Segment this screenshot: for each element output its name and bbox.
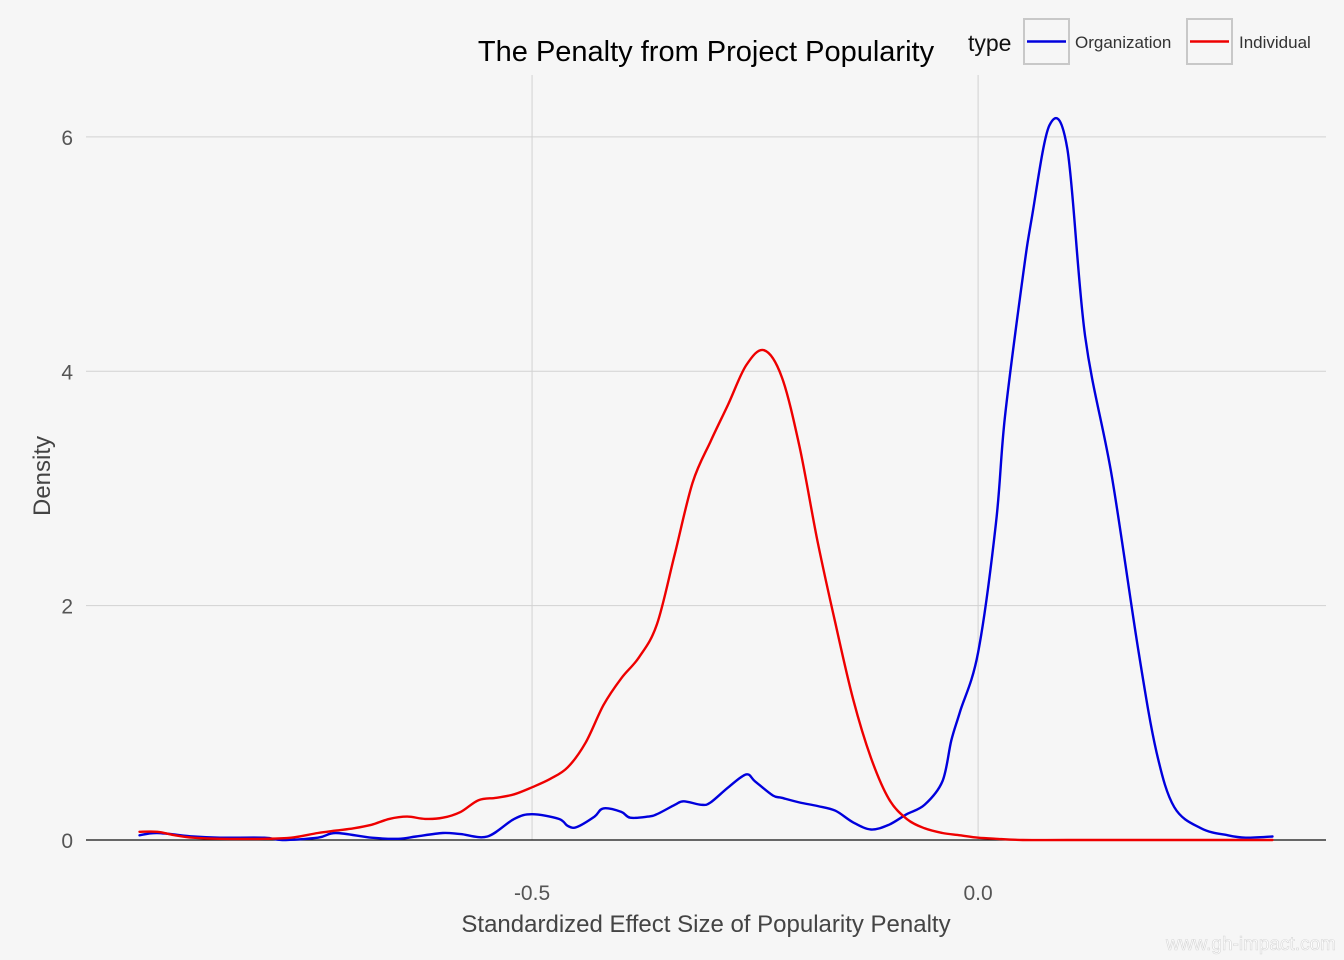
watermark: www.gh-impact.com [1165, 934, 1336, 955]
y-tick-label: 6 [61, 127, 73, 150]
legend-item-organization: Organization [1023, 18, 1171, 65]
series-line-organization [138, 116, 1274, 842]
legend: type Organization Individual [968, 18, 1311, 65]
y-tick-label: 0 [61, 830, 73, 853]
series-layer [138, 116, 1274, 842]
legend-label-organization: Organization [1075, 33, 1171, 52]
x-axis-title: Standardized Effect Size of Popularity P… [461, 911, 950, 938]
horizontal-gridlines [86, 136, 1326, 607]
vertical-gridlines [531, 75, 979, 840]
x-tick-label: -0.5 [514, 882, 550, 905]
legend-item-individual: Individual [1186, 18, 1311, 65]
y-tick-label: 2 [61, 596, 73, 619]
y-tick-labels: 0 2 4 6 [61, 127, 73, 853]
series-line-individual [138, 348, 1274, 842]
legend-label-individual: Individual [1239, 33, 1311, 52]
y-axis-title: Density [29, 436, 56, 516]
chart-title: The Penalty from Project Popularity [478, 36, 935, 68]
x-tick-label: 0.0 [963, 882, 992, 905]
y-tick-label: 4 [61, 361, 73, 384]
x-tick-labels: -0.5 0.0 [514, 882, 993, 905]
legend-title: type [968, 30, 1011, 56]
